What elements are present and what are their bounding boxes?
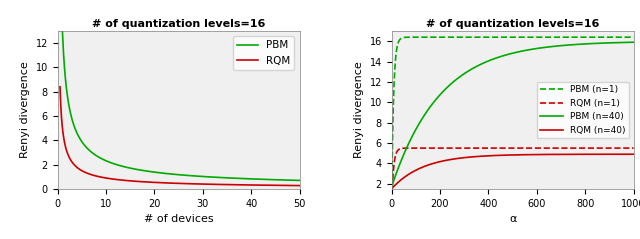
RQM [221, 183, 228, 186]
RQM (n=40) [506, 154, 513, 157]
RQM (n=40) [623, 153, 630, 156]
RQM (n=40) [388, 187, 396, 190]
PBM (n=40) [623, 41, 630, 44]
PBM (n=40) [401, 152, 408, 155]
PBM (n=1) [506, 36, 513, 39]
PBM (n=40) [499, 54, 507, 57]
RQM [247, 184, 255, 186]
PBM (n=1) [460, 36, 468, 39]
PBM [296, 179, 303, 182]
RQM (n=40) [499, 154, 507, 157]
RQM [162, 181, 170, 184]
PBM [81, 144, 88, 147]
RQM (n=1) [630, 147, 637, 150]
RQM (n=1) [499, 147, 507, 150]
RQM (n=1) [388, 196, 396, 199]
Line: RQM: RQM [60, 87, 300, 185]
RQM [296, 184, 303, 187]
RQM (n=1) [506, 147, 513, 150]
Title: # of quantization levels=16: # of quantization levels=16 [426, 19, 599, 29]
PBM (n=40) [623, 41, 630, 44]
RQM [56, 85, 64, 88]
PBM (n=1) [388, 183, 396, 186]
PBM (n=1) [623, 36, 630, 39]
PBM (n=40) [388, 185, 396, 187]
X-axis label: # of devices: # of devices [144, 214, 213, 224]
RQM [153, 181, 161, 184]
RQM (n=1) [460, 147, 468, 150]
PBM [153, 171, 161, 174]
PBM (n=1) [401, 36, 408, 39]
RQM [243, 184, 251, 186]
RQM [81, 171, 88, 174]
Y-axis label: Renyi divergence: Renyi divergence [20, 62, 30, 158]
RQM (n=1) [579, 147, 586, 150]
PBM (n=40) [630, 41, 637, 44]
Line: RQM (n=40): RQM (n=40) [392, 154, 634, 189]
Legend: PBM (n=1), RQM (n=1), PBM (n=40), RQM (n=40): PBM (n=1), RQM (n=1), PBM (n=40), RQM (n… [536, 81, 629, 138]
Title: # of quantization levels=16: # of quantization levels=16 [92, 19, 266, 29]
PBM (n=1) [623, 36, 630, 39]
Line: PBM: PBM [60, 0, 300, 180]
Y-axis label: Renyi divergence: Renyi divergence [354, 62, 364, 158]
PBM [247, 177, 255, 180]
Legend: PBM, RQM: PBM, RQM [233, 36, 294, 70]
Line: PBM (n=1): PBM (n=1) [392, 37, 634, 185]
PBM (n=1) [499, 36, 507, 39]
RQM (n=40) [579, 153, 586, 156]
PBM [162, 172, 170, 175]
X-axis label: α: α [509, 214, 516, 224]
PBM (n=40) [506, 53, 513, 55]
RQM (n=1) [623, 147, 630, 150]
RQM (n=40) [630, 153, 637, 156]
PBM (n=1) [579, 36, 586, 39]
RQM (n=1) [401, 147, 408, 150]
PBM (n=40) [579, 43, 586, 45]
RQM (n=1) [623, 147, 630, 150]
PBM [221, 176, 228, 179]
PBM [243, 177, 251, 180]
Line: PBM (n=40): PBM (n=40) [392, 42, 634, 186]
RQM (n=40) [623, 153, 630, 156]
PBM (n=1) [630, 36, 637, 39]
Line: RQM (n=1): RQM (n=1) [392, 148, 634, 197]
RQM (n=40) [401, 176, 408, 179]
